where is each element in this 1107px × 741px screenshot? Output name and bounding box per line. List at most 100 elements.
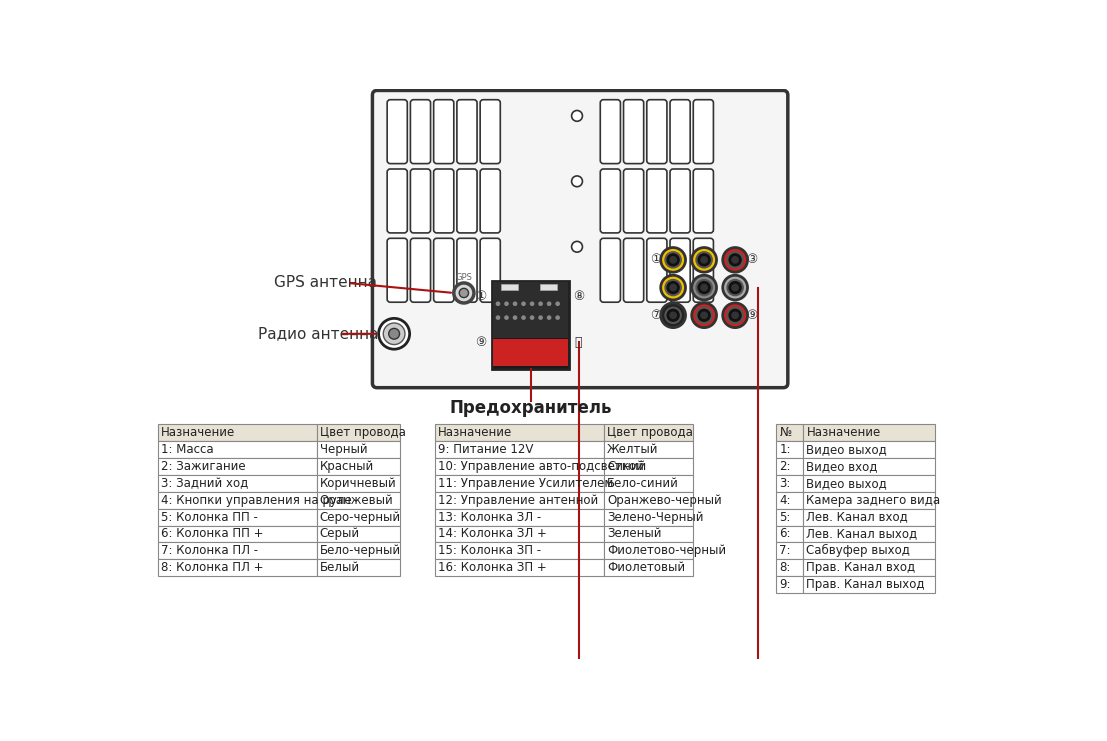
Text: ①: ① bbox=[651, 253, 662, 266]
Circle shape bbox=[670, 311, 677, 319]
Text: 7: Колонка ПЛ -: 7: Колонка ПЛ - bbox=[161, 545, 258, 557]
Circle shape bbox=[454, 283, 474, 303]
Bar bbox=[776, 559, 804, 576]
Bar bbox=[804, 475, 935, 491]
Bar bbox=[435, 508, 604, 525]
Text: Видео вход: Видео вход bbox=[806, 459, 878, 473]
Bar bbox=[435, 475, 604, 491]
Text: ③: ③ bbox=[746, 253, 758, 266]
FancyBboxPatch shape bbox=[457, 239, 477, 302]
Text: ①: ① bbox=[475, 290, 487, 302]
Circle shape bbox=[727, 308, 743, 323]
FancyBboxPatch shape bbox=[480, 239, 500, 302]
Bar bbox=[604, 475, 693, 491]
Text: Желтый: Желтый bbox=[608, 443, 659, 456]
Text: Цвет провода: Цвет провода bbox=[608, 426, 693, 439]
Circle shape bbox=[661, 247, 685, 272]
Circle shape bbox=[459, 288, 468, 298]
Bar bbox=[492, 281, 569, 369]
FancyBboxPatch shape bbox=[457, 100, 477, 164]
Circle shape bbox=[665, 252, 681, 268]
Text: ⑨: ⑨ bbox=[475, 336, 487, 349]
FancyBboxPatch shape bbox=[623, 239, 643, 302]
Bar bbox=[604, 491, 693, 508]
Text: 2: Зажигание: 2: Зажигание bbox=[161, 459, 246, 473]
Bar bbox=[604, 508, 693, 525]
Text: 15: Колонка ЗП -: 15: Колонка ЗП - bbox=[438, 545, 541, 557]
Text: Назначение: Назначение bbox=[806, 426, 881, 439]
Bar bbox=[776, 441, 804, 458]
Text: 14: Колонка ЗЛ +: 14: Колонка ЗЛ + bbox=[438, 528, 547, 540]
Circle shape bbox=[538, 316, 542, 320]
Circle shape bbox=[665, 308, 681, 323]
Text: Предохранитель: Предохранитель bbox=[449, 399, 612, 417]
Circle shape bbox=[727, 280, 743, 295]
FancyBboxPatch shape bbox=[693, 100, 713, 164]
Text: Фиолетово-черный: Фиолетово-черный bbox=[608, 545, 726, 557]
Bar bbox=[317, 475, 400, 491]
Bar bbox=[540, 284, 557, 290]
Bar bbox=[158, 424, 317, 441]
Circle shape bbox=[571, 176, 582, 187]
Text: Прав. Канал выход: Прав. Канал выход bbox=[806, 578, 925, 591]
Bar bbox=[435, 559, 604, 576]
Text: Назначение: Назначение bbox=[438, 426, 513, 439]
Circle shape bbox=[547, 316, 551, 320]
Bar bbox=[776, 491, 804, 508]
Text: Радио антенна: Радио антенна bbox=[259, 326, 379, 342]
Circle shape bbox=[723, 303, 747, 328]
Circle shape bbox=[661, 303, 685, 328]
Text: 8: Колонка ПЛ +: 8: Колонка ПЛ + bbox=[161, 562, 263, 574]
Bar bbox=[776, 542, 804, 559]
Text: Серо-черный: Серо-черный bbox=[320, 511, 401, 524]
Text: 4:: 4: bbox=[779, 494, 790, 507]
Circle shape bbox=[496, 302, 500, 306]
Bar bbox=[317, 491, 400, 508]
Text: Белый: Белый bbox=[320, 562, 360, 574]
Circle shape bbox=[692, 275, 716, 300]
Text: 10: Управление авто-подсветкой: 10: Управление авто-подсветкой bbox=[438, 459, 644, 473]
Text: 6: Колонка ПП +: 6: Колонка ПП + bbox=[161, 528, 263, 540]
Text: ⑨: ⑨ bbox=[746, 309, 758, 322]
FancyBboxPatch shape bbox=[670, 239, 690, 302]
Circle shape bbox=[670, 256, 677, 264]
Circle shape bbox=[692, 303, 716, 328]
Text: ⑦: ⑦ bbox=[651, 309, 662, 322]
Text: GPS: GPS bbox=[455, 273, 473, 282]
Circle shape bbox=[530, 302, 535, 306]
Circle shape bbox=[696, 280, 712, 295]
Circle shape bbox=[504, 302, 509, 306]
Circle shape bbox=[732, 256, 739, 264]
Bar bbox=[317, 441, 400, 458]
Text: 11: Управление Усилителем: 11: Управление Усилителем bbox=[438, 476, 613, 490]
Circle shape bbox=[547, 302, 551, 306]
Text: 7:: 7: bbox=[779, 545, 790, 557]
Circle shape bbox=[389, 328, 400, 339]
FancyBboxPatch shape bbox=[600, 239, 620, 302]
Text: Цвет провода: Цвет провода bbox=[320, 426, 405, 439]
Text: Черный: Черный bbox=[320, 443, 368, 456]
Bar bbox=[776, 525, 804, 542]
Text: 8:: 8: bbox=[779, 562, 790, 574]
Bar bbox=[604, 424, 693, 441]
Bar bbox=[494, 282, 568, 338]
Circle shape bbox=[556, 302, 560, 306]
Circle shape bbox=[661, 275, 685, 300]
Bar bbox=[604, 441, 693, 458]
Text: Назначение: Назначение bbox=[161, 426, 235, 439]
Circle shape bbox=[504, 316, 509, 320]
Circle shape bbox=[727, 252, 743, 268]
Circle shape bbox=[383, 323, 405, 345]
Circle shape bbox=[701, 256, 708, 264]
Circle shape bbox=[701, 284, 708, 291]
Bar bbox=[435, 525, 604, 542]
Text: Коричневый: Коричневый bbox=[320, 476, 396, 490]
Bar bbox=[158, 542, 317, 559]
FancyBboxPatch shape bbox=[600, 169, 620, 233]
FancyBboxPatch shape bbox=[457, 169, 477, 233]
Text: Сабвуфер выход: Сабвуфер выход bbox=[806, 545, 910, 557]
Circle shape bbox=[521, 316, 526, 320]
FancyBboxPatch shape bbox=[646, 169, 666, 233]
Text: 2:: 2: bbox=[779, 459, 790, 473]
FancyBboxPatch shape bbox=[646, 239, 666, 302]
